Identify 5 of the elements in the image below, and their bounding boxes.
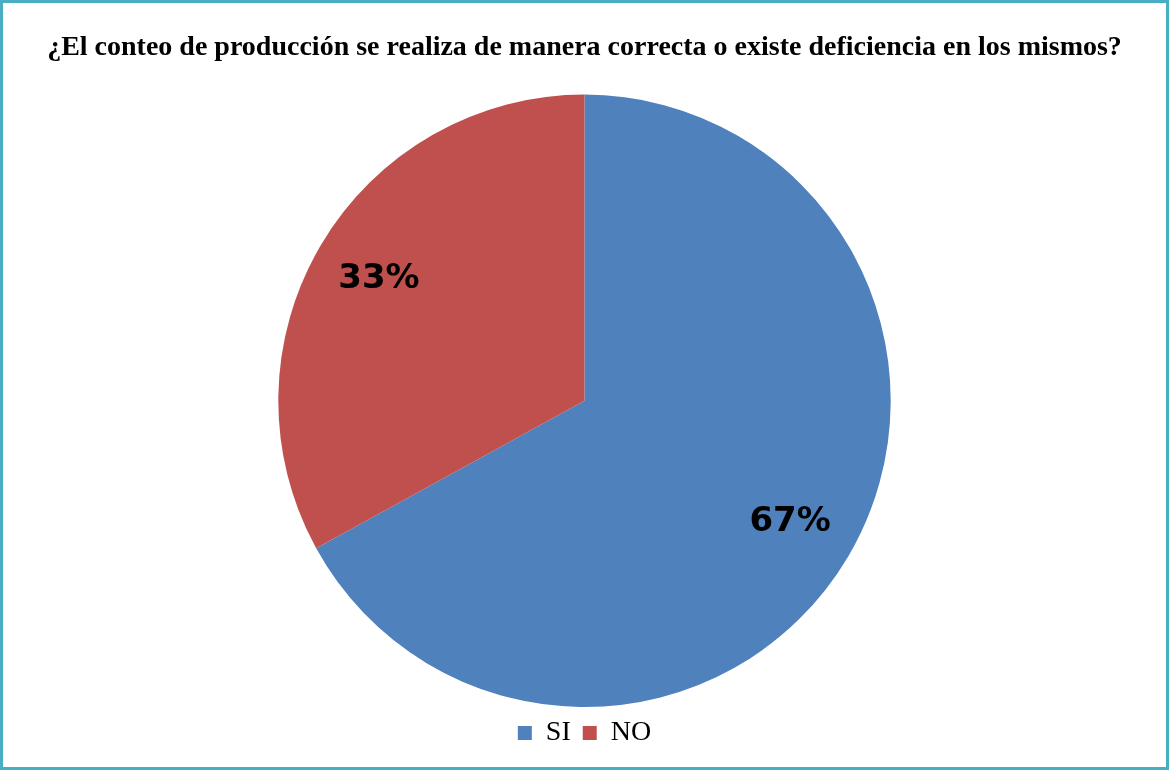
legend-label: NO [610, 715, 652, 747]
data-label: 33% [338, 256, 420, 297]
chart-title: ¿El conteo de producción se realiza de manera correcta o existe deficiencia en los mismos? [47, 30, 1122, 62]
data-label: 67% [749, 499, 831, 540]
legend-label: SI [545, 715, 571, 747]
